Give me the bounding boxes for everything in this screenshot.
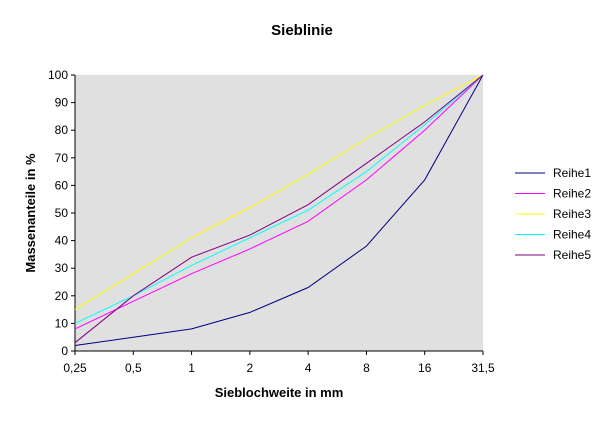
x-axis-ticks: 0,25 0,5 1 2 4 8 16 31,5 xyxy=(63,351,495,375)
legend-label: Reihe3 xyxy=(553,207,591,221)
y-tick-label: 0 xyxy=(61,344,68,358)
x-tick-label: 2 xyxy=(247,361,254,375)
legend-label: Reihe1 xyxy=(553,166,591,180)
x-tick-label: 0,5 xyxy=(125,361,142,375)
x-tick-label: 1 xyxy=(188,361,195,375)
series-line-reihe5 xyxy=(74,74,484,344)
x-axis-title: Sieblochweite in mm xyxy=(215,385,344,400)
y-tick-label: 30 xyxy=(55,261,69,275)
y-tick-label: 90 xyxy=(55,96,69,110)
y-tick-label: 70 xyxy=(55,151,69,165)
y-tick-label: 100 xyxy=(48,68,68,82)
series-line-reihe2 xyxy=(74,74,484,330)
legend: Reihe1 Reihe2 Reihe3 Reihe4 Reihe5 xyxy=(515,166,591,262)
legend-label: Reihe5 xyxy=(553,248,591,262)
y-tick-label: 60 xyxy=(55,178,69,192)
y-tick-label: 80 xyxy=(55,123,69,137)
chart-title: Sieblinie xyxy=(271,22,333,39)
y-tick-label: 10 xyxy=(55,316,69,330)
x-tick-label: 8 xyxy=(363,361,370,375)
plot-area xyxy=(75,75,483,351)
y-tick-label: 20 xyxy=(55,289,69,303)
y-axis-title: Massenanteile in % xyxy=(23,153,38,273)
y-tick-label: 50 xyxy=(55,206,69,220)
y-tick-label: 40 xyxy=(55,234,69,248)
series-line-reihe1 xyxy=(74,74,484,346)
series-line-reihe3 xyxy=(74,74,484,311)
legend-label: Reihe4 xyxy=(553,228,591,242)
x-tick-label: 31,5 xyxy=(471,361,495,375)
x-tick-label: 4 xyxy=(305,361,312,375)
legend-label: Reihe2 xyxy=(553,187,591,201)
x-tick-label: 0,25 xyxy=(63,361,87,375)
x-tick-label: 16 xyxy=(418,361,432,375)
series-lines xyxy=(74,74,484,346)
y-axis-ticks: 0 10 20 30 40 50 60 70 80 90 100 xyxy=(48,68,75,358)
series-line-reihe4 xyxy=(74,74,484,324)
